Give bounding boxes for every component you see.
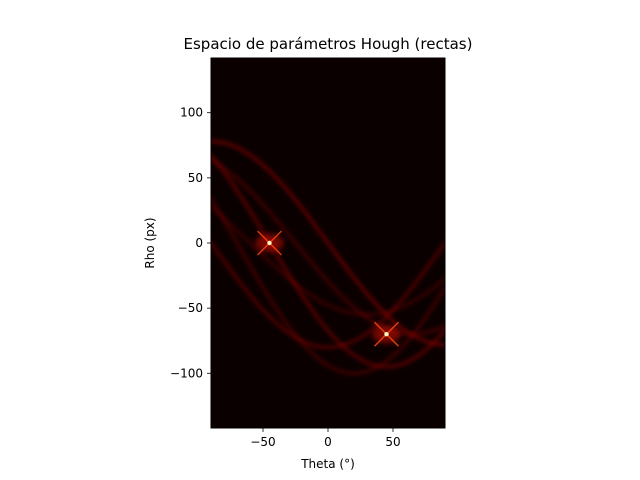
x-tick-label-0: −50 [250,435,275,449]
sinusoid-line-1 [211,155,445,368]
x-axis: −50 0 50 [250,428,401,449]
x-tick-label-1: 0 [324,435,332,449]
hough-accumulator [211,138,445,377]
sinusoid-bands [211,138,445,377]
x-tick-label-2: 50 [385,435,400,449]
y-tick-label-2: 0 [195,236,203,250]
sinusoid-line-2 [211,242,445,348]
sinusoid-line-3 [211,198,445,375]
x-axis-label: Theta (°) [300,457,355,471]
peak-1 [372,321,401,347]
sinusoid-line-4 [211,159,445,335]
y-axis: 100 50 0 −50 −100 [170,106,211,380]
y-tick-label-1: 50 [188,171,203,185]
sinusoid-line-5 [211,206,445,316]
y-tick-label-0: 100 [180,106,203,120]
y-axis-label: Rho (px) [143,217,157,268]
plot-area [210,57,446,429]
y-tick-label-3: −50 [178,301,203,315]
peak-0 [255,230,284,256]
y-tick-label-4: −100 [170,366,203,380]
chart-title: Espacio de parámetros Hough (rectas) [184,35,473,53]
